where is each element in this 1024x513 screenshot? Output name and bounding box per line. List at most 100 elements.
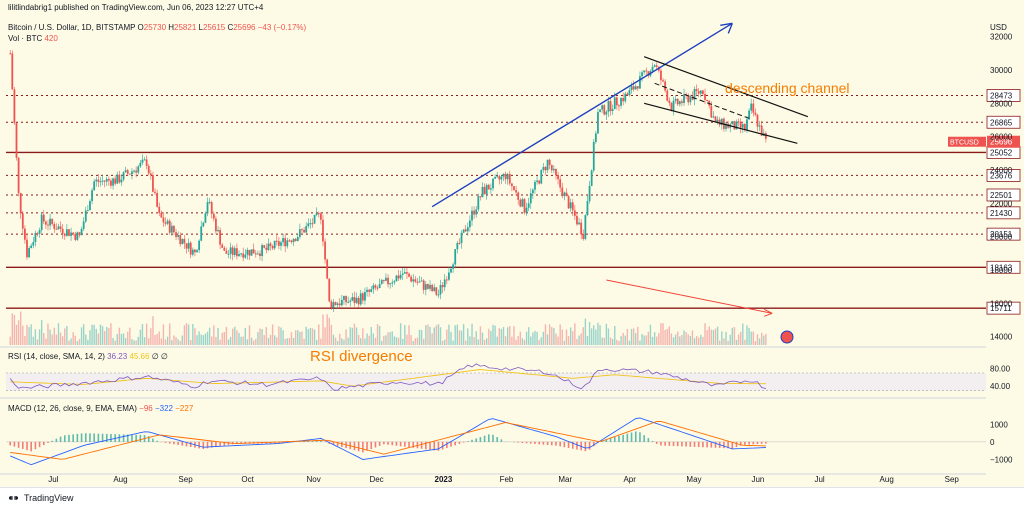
brand-name: TradingView [24,493,74,503]
candle-body [255,253,257,254]
volume-bar [39,329,40,345]
candle-body [494,177,496,179]
volume-bar [406,335,407,345]
volume-bar [163,324,164,345]
volume-bar [135,340,136,345]
volume-bar [740,332,741,345]
volume-bar [446,330,447,345]
candle-body [521,199,523,206]
time-tick: Jul [814,475,824,484]
candle-body [526,208,528,213]
candle-body [559,179,561,187]
volume-bar [232,329,233,345]
macd-hist-bar [358,442,360,451]
candle-body [482,187,484,197]
time-tick: Mar [558,475,572,484]
macd-hist-bar [559,442,561,447]
volume-bar [431,333,432,345]
candle-body [221,245,223,248]
macd-hist-bar [119,434,121,442]
volume-bar [201,335,202,345]
candle-body [620,98,622,106]
candle-body [118,175,120,183]
volume-bar [755,341,756,345]
macd-hist-bar [131,435,133,442]
candle-body [450,269,452,273]
volume-bar [759,338,760,345]
candle-body [675,99,677,101]
candle-body [26,240,28,257]
volume-bar [180,341,181,345]
candle-body [738,121,740,122]
volume-bar [108,328,109,345]
candle-body [337,303,339,304]
volume-bar [389,332,390,345]
macd-hist-bar [631,433,633,442]
volume-bar [255,339,256,345]
candle-body [297,237,299,241]
volume-bar [54,328,55,345]
macd-hist-bar [93,433,95,441]
candle-body [299,229,301,237]
candle-body [612,109,614,111]
candle-body [505,174,507,179]
volume-bar [347,338,348,345]
volume-bar [131,339,132,345]
macd-tick: 0 [990,438,995,447]
volume-bar [203,335,204,345]
macd-hist-bar [660,442,662,446]
macd-hist-bar [669,442,671,446]
candle-body [429,285,431,289]
volume-bar [610,338,611,345]
volume-bar [679,336,680,345]
volume-bar [541,337,542,345]
volume-bar [681,335,682,345]
volume-bar [750,332,751,345]
macd-hist-bar [761,442,763,444]
macd-hist-bar [18,442,20,448]
candle-body [76,232,78,240]
volume-bar [70,338,71,345]
macd-hist-bar [564,442,566,447]
macd-hist-bar [391,442,393,445]
volume-bar [274,335,275,345]
volume-bar [79,339,80,345]
macd-hist-bar [30,442,32,451]
volume-bar [91,325,92,345]
candle-body [534,182,536,190]
volume-bar [509,326,510,345]
volume-bar [217,328,218,345]
candle-body [83,222,85,230]
candle-body [668,101,670,103]
volume-bar [515,340,516,345]
candle-body [593,142,595,170]
macd-hist-bar [9,442,11,446]
candle-body [240,253,242,254]
candle-body [284,238,286,246]
volume-bar [580,333,581,345]
macd-hist-bar [547,442,549,445]
symbol-ohlc-line: Bitcoin / U.S. Dollar, 1D, BITSTAMP O257… [8,23,306,32]
volume-bar [381,341,382,345]
volume-bar [595,330,596,345]
volume-bar [14,315,15,345]
volume-bar [683,330,684,345]
macd-hist-bar [622,435,624,442]
volume-bar [98,334,99,345]
candle-body [135,171,137,173]
candle-body [603,105,605,114]
volume-bar [452,341,453,345]
candle-body [402,274,404,275]
macd-hist-bar [568,442,570,448]
volume-bar [455,325,456,345]
volume-bar [734,327,735,345]
candle-body [53,224,55,229]
candle-body [515,190,517,192]
candle-body [43,215,45,222]
volume-bar [696,336,697,345]
candle-body [142,160,144,163]
volume-bar [677,332,678,345]
candle-body [589,186,591,201]
volume-bar [45,339,46,345]
candle-body [551,165,553,170]
